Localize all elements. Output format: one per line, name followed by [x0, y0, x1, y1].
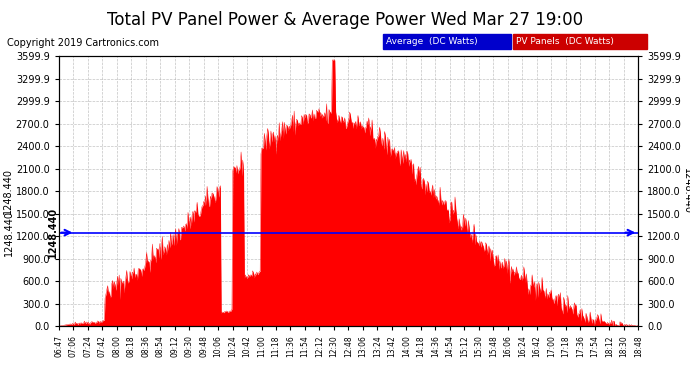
Y-axis label: 1248.440: 1248.440 — [3, 168, 13, 214]
Text: 1248.440: 1248.440 — [48, 207, 58, 258]
Text: Average  (DC Watts): Average (DC Watts) — [386, 37, 478, 46]
Text: 1248.440: 1248.440 — [4, 210, 14, 256]
Text: Copyright 2019 Cartronics.com: Copyright 2019 Cartronics.com — [7, 38, 159, 48]
Text: Total PV Panel Power & Average Power Wed Mar 27 19:00: Total PV Panel Power & Average Power Wed… — [107, 11, 583, 29]
Y-axis label: 1248.440: 1248.440 — [682, 168, 690, 214]
Text: PV Panels  (DC Watts): PV Panels (DC Watts) — [516, 37, 614, 46]
